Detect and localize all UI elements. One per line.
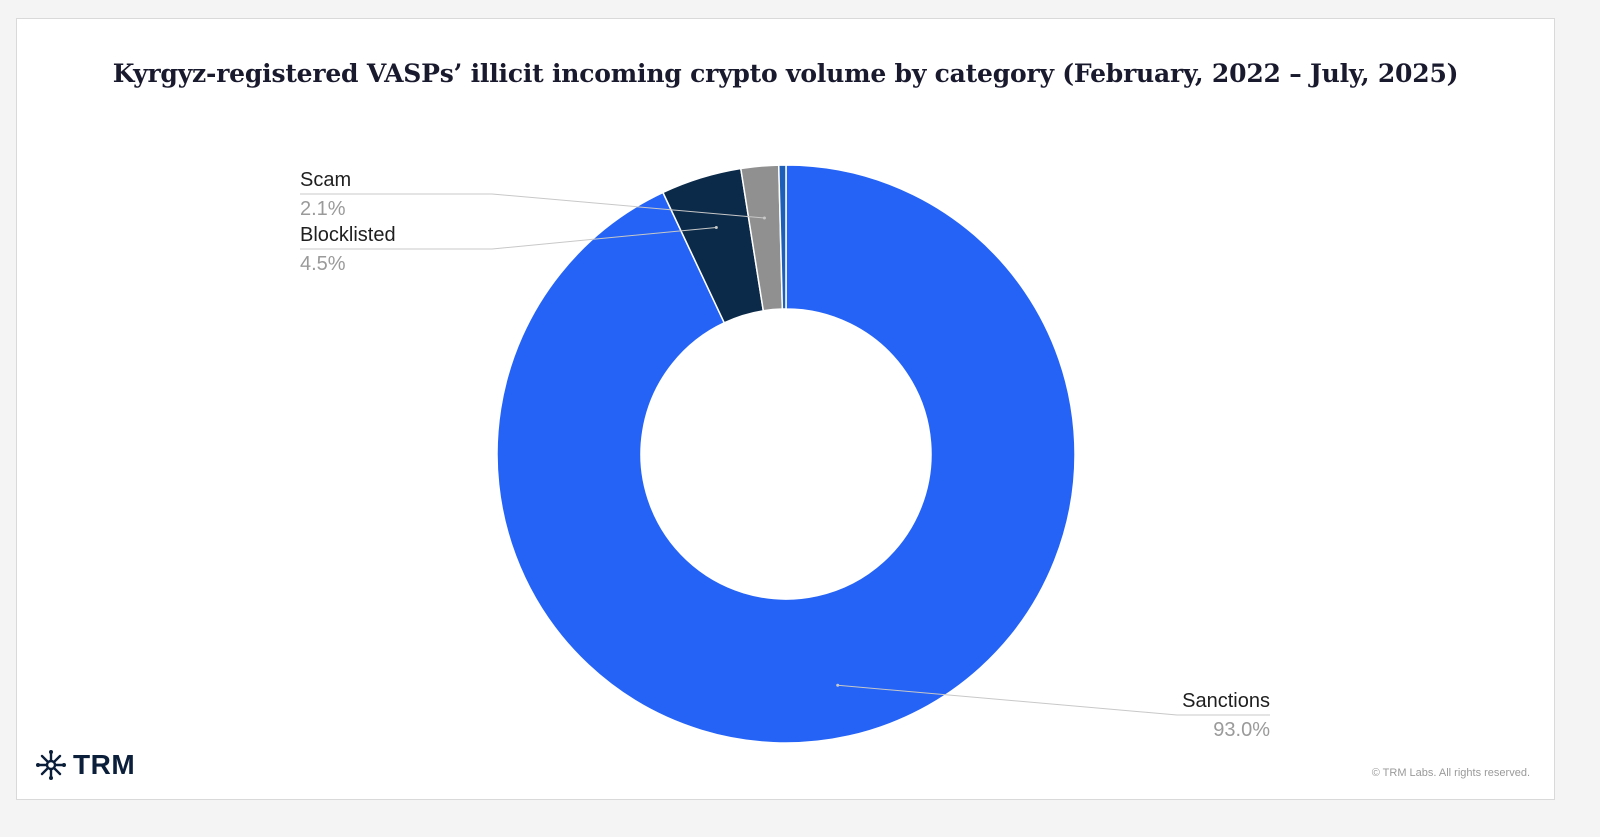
slice-label-scam: Scam (300, 169, 351, 191)
slice-percent-sanctions: 93.0% (1213, 719, 1270, 741)
leader-line-sanctions (837, 684, 1270, 716)
leader-line-scam (300, 193, 765, 219)
trm-asterisk-icon (36, 750, 66, 780)
leader-dot-sanctions (836, 683, 840, 687)
logo-text: TRM (73, 749, 136, 780)
leader-dot-scam (762, 216, 766, 220)
chart-title: Kyrgyz-registered VASPs’ illicit incomin… (112, 59, 1459, 88)
slice-label-blocklisted: Blocklisted (300, 224, 396, 246)
pie-slice-sanctions (496, 164, 1076, 744)
slice-label-sanctions: Sanctions (1182, 690, 1270, 712)
slice-percent-blocklisted: 4.5% (300, 253, 346, 275)
donut-chart: Sanctions 93.0% Blocklisted 4.5% Scam 2.1% (300, 164, 1270, 744)
slice-percent-scam: 2.1% (300, 198, 346, 220)
pie-slice-other-3 (777, 164, 787, 310)
chart-frame: Kyrgyz-registered VASPs’ illicit incomin… (16, 18, 1555, 800)
leader-dot-blocklisted (714, 225, 718, 229)
trm-logo: TRM (35, 749, 135, 781)
copyright-notice: © TRM Labs. All rights reserved. (1371, 767, 1530, 779)
leader-line-blocklisted (300, 226, 717, 250)
